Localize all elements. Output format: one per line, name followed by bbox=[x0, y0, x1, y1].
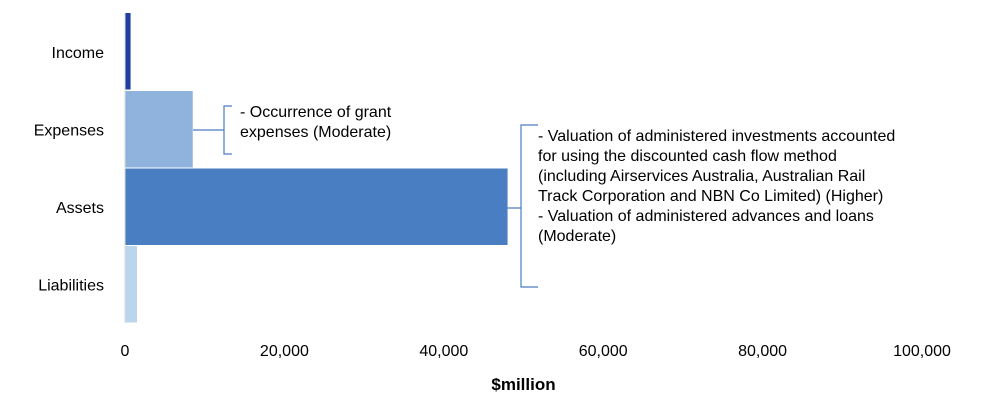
annotation-line: Track Corporation and NBN Co Limited) (H… bbox=[538, 188, 884, 205]
annotation-line: - Occurrence of grant bbox=[240, 104, 392, 121]
annotation-line: - Valuation of administered advances and… bbox=[538, 208, 874, 225]
annotation-expenses: - Occurrence of grant expenses (Moderate… bbox=[240, 103, 391, 143]
annotation-line: (Moderate) bbox=[538, 228, 617, 245]
bars bbox=[125, 13, 508, 323]
x-tick-label: 100,000 bbox=[893, 343, 951, 360]
x-tick-label: 60,000 bbox=[579, 343, 628, 360]
category-label: Assets bbox=[56, 200, 104, 217]
category-label: Expenses bbox=[34, 122, 104, 139]
x-tick-label: 80,000 bbox=[738, 343, 787, 360]
x-axis-title: $million bbox=[491, 375, 555, 394]
bar-assets bbox=[125, 168, 508, 245]
bar-income bbox=[125, 13, 131, 90]
annotation-line: for using the discounted cash flow metho… bbox=[538, 148, 837, 165]
annotation-bracket-assets bbox=[507, 124, 538, 288]
bar-liabilities bbox=[125, 246, 137, 323]
annotation-line: (including Airservices Australia, Austra… bbox=[538, 168, 866, 185]
annotation-assets: - Valuation of administered investments … bbox=[538, 127, 895, 247]
category-label: Income bbox=[52, 45, 105, 62]
bar-expenses bbox=[125, 91, 193, 168]
x-tick-labels: 0 20,000 40,000 60,000 80,000 100,000 bbox=[121, 343, 951, 360]
x-tick-label: 0 bbox=[121, 343, 130, 360]
x-tick-label: 20,000 bbox=[260, 343, 309, 360]
annotation-bracket-expenses bbox=[193, 105, 232, 155]
annotation-line: - Valuation of administered investments … bbox=[538, 128, 896, 145]
category-label: Liabilities bbox=[38, 277, 104, 294]
category-labels: Income Expenses Assets Liabilities bbox=[34, 45, 104, 295]
annotation-brackets bbox=[193, 105, 538, 288]
x-tick-label: 40,000 bbox=[419, 343, 468, 360]
annotation-line: expenses (Moderate) bbox=[240, 124, 392, 141]
